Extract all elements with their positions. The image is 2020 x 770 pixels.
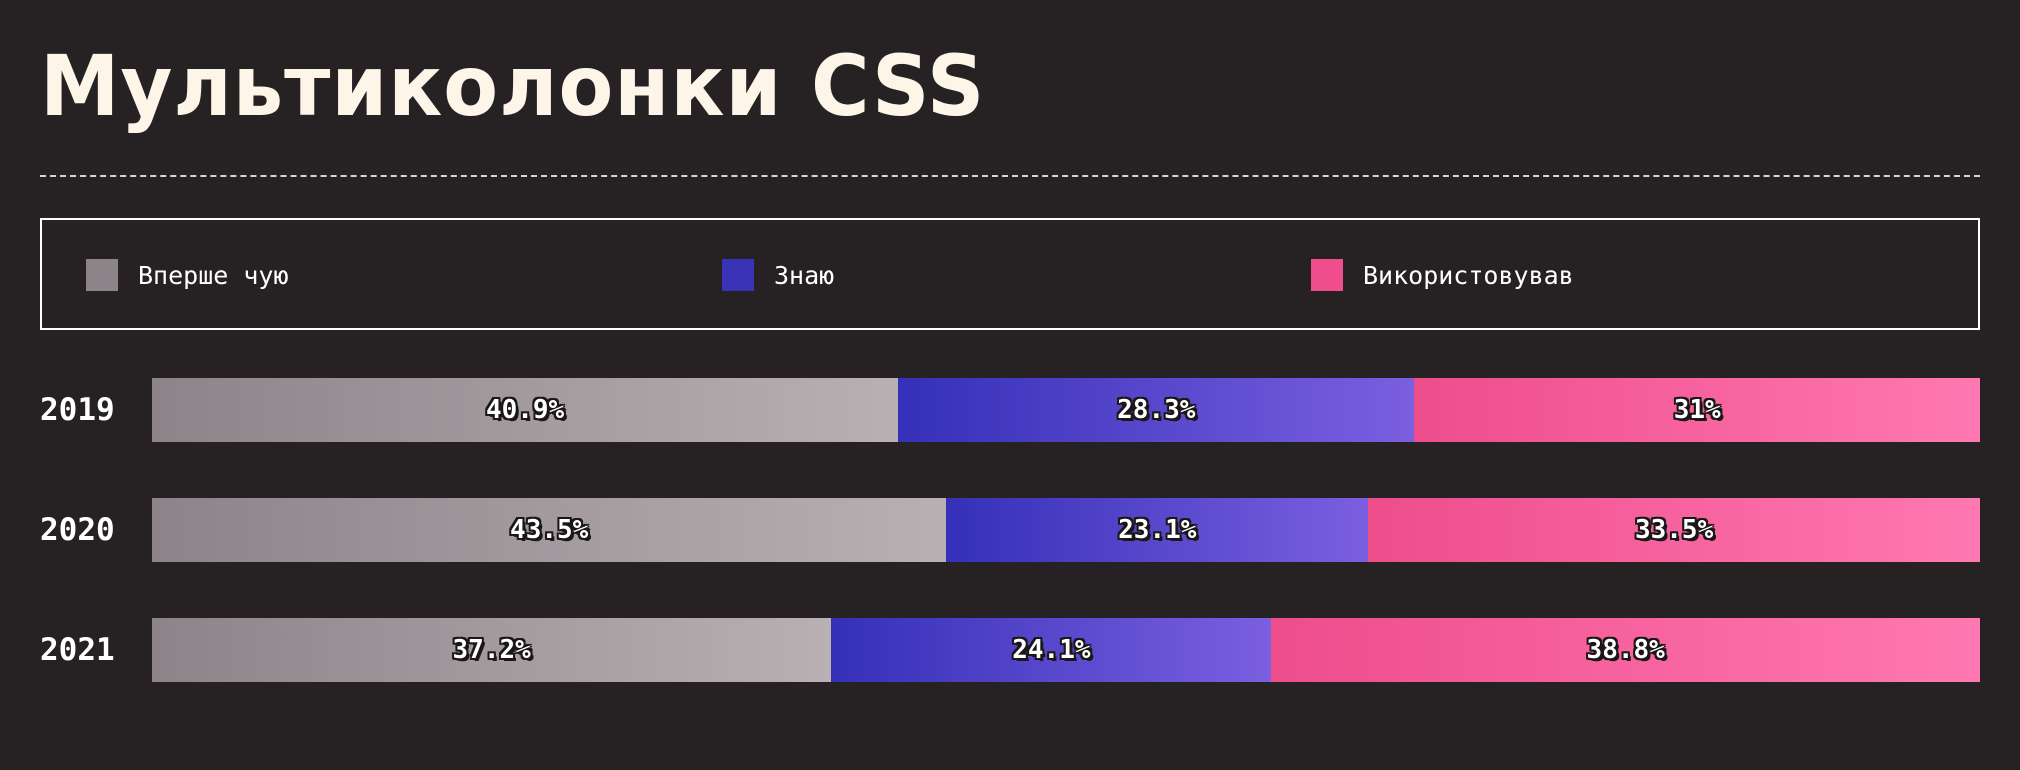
legend-swatch-used: [1311, 259, 1343, 291]
stacked-bar-2021: 37.2% 24.1% 38.8%: [152, 618, 1980, 682]
legend-item-know: Знаю: [722, 259, 834, 291]
data-label-2020-know: 23.1%: [1118, 515, 1197, 545]
category-label-2020: 2020: [40, 512, 115, 548]
legend-item-never-heard: Вперше чую: [86, 259, 289, 291]
bar-segment-2020-never-heard: 43.5%: [152, 498, 947, 562]
legend-label-know: Знаю: [774, 260, 835, 290]
bar-segment-2021-know: 24.1%: [831, 618, 1272, 682]
data-label-2019-know: 28.3%: [1117, 395, 1196, 425]
bar-segment-2019-know: 28.3%: [898, 378, 1415, 442]
data-label-2019-never-heard: 40.9%: [485, 395, 565, 425]
chart-row-2019: 2019 40.9% 28.3% 31%: [40, 378, 1980, 442]
chart-title: Мультиколонки CSS: [40, 37, 986, 135]
bar-segment-2020-used: 33.5%: [1368, 498, 1980, 562]
legend-swatch-know: [722, 259, 754, 291]
category-label-2019: 2019: [40, 392, 115, 428]
data-label-2021-know: 24.1%: [1012, 635, 1091, 665]
chart-row-2020: 2020 43.5% 23.1% 33.5%: [40, 498, 1980, 562]
bar-segment-2019-used: 31%: [1414, 378, 1980, 442]
data-label-2020-used: 33.5%: [1634, 515, 1714, 545]
chart-row-2021: 2021 37.2% 24.1% 38.8%: [40, 618, 1980, 682]
bar-segment-2021-used: 38.8%: [1271, 618, 1980, 682]
legend-label-never-heard: Вперше чую: [138, 260, 289, 290]
title-divider: [40, 175, 1980, 177]
legend-swatch-never-heard: [86, 259, 118, 291]
legend: Вперше чую Знаю Використовував: [40, 218, 1980, 330]
data-label-2021-used: 38.8%: [1586, 635, 1665, 665]
bar-segment-2021-never-heard: 37.2%: [152, 618, 832, 682]
stacked-bar-2019: 40.9% 28.3% 31%: [152, 378, 1980, 442]
data-label-2019-used: 31%: [1673, 395, 1721, 425]
data-label-2021-never-heard: 37.2%: [452, 635, 531, 665]
category-label-2021: 2021: [40, 632, 115, 668]
stacked-bar-2020: 43.5% 23.1% 33.5%: [152, 498, 1980, 562]
legend-item-used: Використовував: [1311, 259, 1574, 291]
data-label-2020-never-heard: 43.5%: [510, 515, 589, 545]
bar-segment-2020-know: 23.1%: [946, 498, 1369, 562]
bar-segment-2019-never-heard: 40.9%: [152, 378, 899, 442]
legend-label-used: Використовував: [1363, 260, 1574, 290]
